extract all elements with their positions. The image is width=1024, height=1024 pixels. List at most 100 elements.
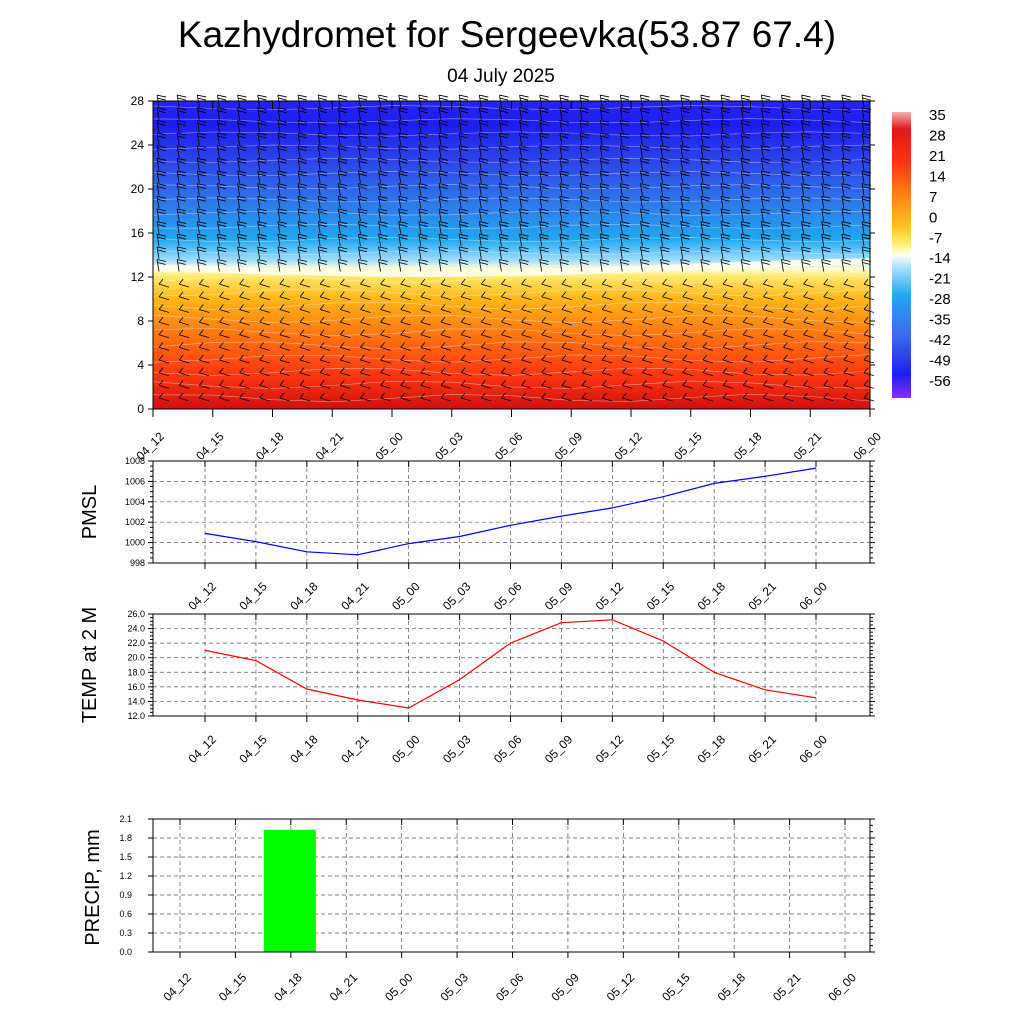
wind-barb — [499, 145, 509, 158]
wind-barb — [418, 221, 428, 234]
wind-barb — [196, 107, 207, 120]
wind-barb — [398, 246, 408, 259]
wind-barb — [740, 132, 751, 146]
wind-barb — [823, 380, 834, 389]
wind-barb — [519, 221, 529, 234]
wind-barb — [499, 183, 509, 196]
contour-line — [152, 275, 871, 284]
wind-barb — [458, 132, 469, 146]
wind-barb — [539, 170, 549, 184]
wind-barb — [277, 246, 287, 259]
wind-barb — [299, 367, 311, 377]
x-tick-label: 05_18 — [695, 732, 729, 766]
wind-barb — [378, 107, 388, 120]
y-tick-label: 22.0 — [127, 638, 145, 648]
wind-barb — [156, 170, 167, 184]
wind-barb — [642, 342, 653, 351]
wind-barb — [519, 170, 529, 184]
wind-barb — [478, 259, 489, 272]
wind-barb — [803, 278, 814, 288]
wind-barb — [478, 145, 489, 158]
wind-barb — [438, 132, 449, 146]
contour-line — [152, 157, 871, 163]
wind-barb — [640, 170, 650, 184]
wind-barb — [358, 246, 368, 259]
wind-barb — [239, 316, 250, 326]
wind-barb — [601, 278, 613, 288]
wind-barb — [521, 316, 532, 326]
wind-barb — [781, 157, 791, 171]
wind-barb — [599, 183, 610, 196]
wind-barb — [781, 259, 791, 272]
wind-barb — [539, 157, 549, 171]
wind-barb — [499, 233, 509, 247]
wind-barb — [259, 316, 270, 326]
wind-barb — [720, 233, 731, 247]
wind-barb — [420, 380, 431, 389]
panel-frame — [152, 460, 871, 564]
wind-barb — [720, 195, 731, 209]
x-tick-label: 05_03 — [440, 732, 474, 766]
wind-barb — [499, 208, 509, 221]
wind-barb — [378, 259, 388, 272]
wind-barb — [821, 208, 831, 221]
wind-barb — [358, 132, 368, 146]
wind-barb — [680, 183, 690, 196]
wind-barb — [378, 119, 388, 133]
wind-barb — [299, 278, 311, 288]
wind-barb — [279, 392, 290, 402]
wind-barb — [279, 329, 290, 339]
wind-barb — [680, 233, 690, 247]
wind-barb — [277, 183, 287, 196]
wind-barb — [760, 259, 771, 272]
wind-barb — [358, 157, 368, 171]
wind-barb — [501, 278, 512, 288]
wind-barb — [501, 329, 512, 339]
wind-barb — [642, 380, 653, 389]
wind-barb — [198, 354, 210, 364]
wind-barb — [781, 170, 791, 184]
wind-barb — [478, 157, 489, 171]
x-tick-label: 05_21 — [770, 970, 804, 1004]
wind-barb — [360, 380, 371, 389]
wind-barb — [156, 246, 167, 259]
y-tick-label: 18.0 — [127, 667, 145, 677]
wind-barb — [601, 354, 613, 364]
wind-barb — [398, 259, 408, 272]
wind-barb — [619, 259, 630, 272]
wind-barb — [700, 208, 710, 221]
wind-barb — [642, 304, 653, 313]
contour-line — [152, 301, 871, 310]
wind-barb — [700, 259, 710, 272]
wind-barb — [559, 246, 569, 259]
wind-barb — [519, 195, 529, 209]
wind-barb — [319, 278, 331, 288]
wind-barb — [821, 145, 831, 158]
x-tick-label: 05_06 — [493, 970, 527, 1004]
wind-barb — [783, 278, 794, 288]
wind-barb — [539, 132, 549, 146]
wind-barb — [219, 278, 230, 288]
wind-barb — [642, 291, 653, 301]
wind-barb — [420, 354, 431, 364]
wind-barb — [499, 195, 509, 209]
wind-barb — [176, 183, 187, 196]
wind-barb — [438, 233, 449, 247]
wind-barb — [841, 183, 851, 196]
wind-barb — [319, 304, 331, 313]
wind-barb — [803, 304, 814, 313]
wind-barb — [742, 392, 754, 402]
wind-barb — [722, 291, 734, 301]
wind-barb — [158, 354, 170, 364]
wind-barb — [599, 221, 610, 234]
wind-barb — [277, 170, 287, 184]
y-tick-label: 12 — [131, 270, 145, 284]
wind-barb — [760, 183, 771, 196]
wind-barb — [438, 246, 449, 259]
wind-barb — [480, 354, 492, 364]
wind-barb — [257, 259, 267, 272]
wind-barb — [279, 291, 290, 301]
wind-barb — [217, 145, 227, 158]
wind-barb — [823, 392, 834, 402]
wind-barb — [158, 329, 170, 339]
